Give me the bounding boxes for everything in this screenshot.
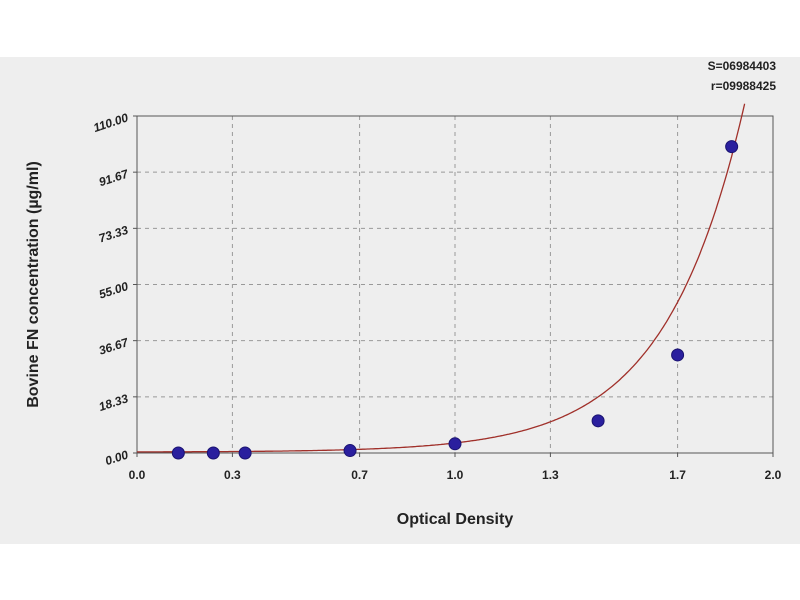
y-tick-label: 0.00 bbox=[103, 447, 130, 468]
x-tick-label: 1.0 bbox=[447, 468, 464, 482]
data-point bbox=[591, 414, 605, 428]
data-point bbox=[206, 446, 220, 460]
plot-area bbox=[136, 115, 774, 454]
y-tick-label: 18.33 bbox=[97, 391, 130, 414]
data-point bbox=[725, 140, 739, 154]
grid bbox=[133, 115, 774, 457]
data-point bbox=[343, 444, 357, 458]
x-tick-label: 1.7 bbox=[669, 468, 686, 482]
y-axis-title: Bovine FN concentration (µg/ml) bbox=[25, 161, 42, 408]
y-tick-labels: 0.00 18.33 36.67 55.00 73.33 91.67 110.00 bbox=[92, 110, 132, 468]
x-axis-title: Optical Density bbox=[397, 511, 514, 528]
y-tick-label: 110.00 bbox=[92, 110, 131, 134]
x-tick-label: 1.3 bbox=[542, 468, 559, 482]
data-point bbox=[238, 446, 252, 460]
fit-stat-r: r=09988425 bbox=[711, 79, 776, 93]
y-tick-label: 55.00 bbox=[97, 279, 130, 302]
fit-stat-s: S=06984403 bbox=[708, 59, 777, 73]
x-tick-label: 0.3 bbox=[224, 468, 241, 482]
fit-curve bbox=[137, 103, 746, 453]
x-tick-label: 0.7 bbox=[351, 468, 368, 482]
x-tick-label: 0.0 bbox=[129, 468, 146, 482]
y-tick-label: 36.67 bbox=[97, 335, 131, 358]
data-point bbox=[448, 437, 462, 451]
data-points bbox=[171, 140, 739, 460]
data-point bbox=[171, 446, 185, 460]
x-tick-labels: 0.0 0.3 0.7 1.0 1.3 1.7 2.0 bbox=[129, 468, 782, 482]
data-point bbox=[671, 348, 685, 362]
y-tick-label: 73.33 bbox=[97, 223, 130, 246]
x-tick-label: 2.0 bbox=[765, 468, 782, 482]
chart-panel bbox=[0, 57, 800, 544]
y-tick-label: 91.67 bbox=[97, 166, 131, 189]
